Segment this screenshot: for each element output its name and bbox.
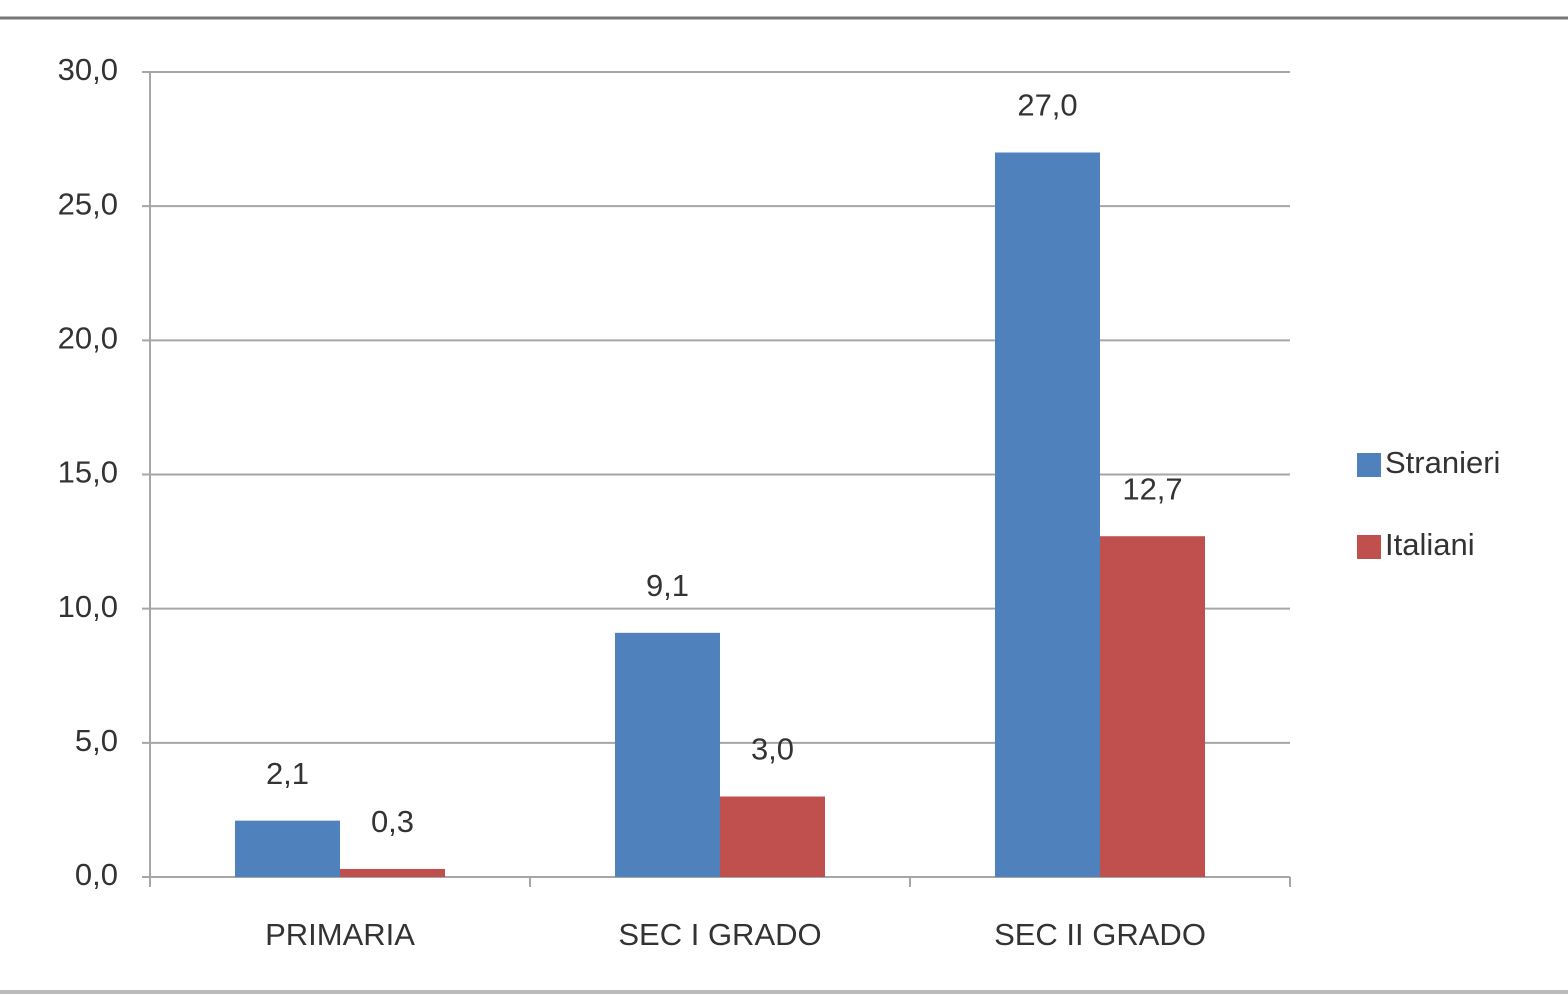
bar <box>1100 536 1205 877</box>
bar <box>235 820 340 877</box>
data-label: 9,1 <box>646 568 689 603</box>
data-label: 12,7 <box>1122 471 1182 506</box>
bar <box>615 632 720 877</box>
bar <box>340 868 445 877</box>
y-tick-label: 20,0 <box>58 321 118 356</box>
y-tick-label: 30,0 <box>58 52 118 87</box>
legend-swatch <box>1357 453 1381 477</box>
y-tick-label: 10,0 <box>58 589 118 624</box>
bar <box>720 796 825 877</box>
data-label: 2,1 <box>266 756 309 791</box>
y-tick-label: 5,0 <box>75 723 118 758</box>
legend-label: Stranieri <box>1385 445 1500 480</box>
y-tick-label: 15,0 <box>58 455 118 490</box>
x-tick-label: PRIMARIA <box>265 917 415 952</box>
x-tick-label: SEC I GRADO <box>618 917 821 952</box>
y-tick-label: 25,0 <box>58 186 118 221</box>
data-label: 27,0 <box>1017 88 1077 123</box>
y-tick-label: 0,0 <box>75 857 118 892</box>
data-label: 0,3 <box>371 804 414 839</box>
x-tick-label: SEC II GRADO <box>994 917 1206 952</box>
data-label: 3,0 <box>751 732 794 767</box>
bar <box>995 152 1100 877</box>
legend-label: Italiani <box>1385 527 1475 562</box>
legend-swatch <box>1357 535 1381 559</box>
